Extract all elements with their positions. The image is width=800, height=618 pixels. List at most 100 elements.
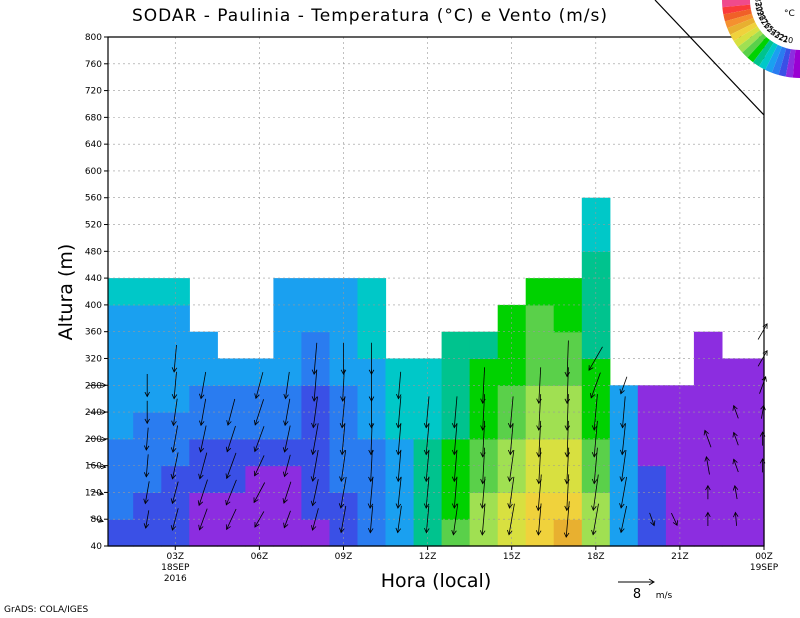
wind-arrow <box>732 431 739 446</box>
wind-arrow <box>536 367 542 405</box>
temperature-cell <box>189 438 218 467</box>
wind-arrow <box>423 396 430 429</box>
wind-arrow <box>90 516 104 523</box>
temperature-cell <box>665 519 695 547</box>
temperature-cell <box>329 519 359 547</box>
wind-arrow <box>591 503 599 536</box>
temperature-cell <box>189 492 218 520</box>
wind-arrow <box>171 398 178 427</box>
wind-arrow <box>368 342 375 376</box>
temperature-cell <box>329 278 359 306</box>
temperature-cell <box>413 358 443 386</box>
temperature-cell <box>693 385 723 413</box>
y-tick-label: 160 <box>85 462 102 472</box>
x-tick-date: 18SEP <box>161 563 190 573</box>
colorbar-label: 21 <box>777 33 789 44</box>
wind-arrow <box>507 476 515 509</box>
temperature-cell <box>750 519 765 547</box>
temperature-cell <box>665 438 695 467</box>
wind-arrow <box>283 398 291 427</box>
wind-arrow <box>282 481 292 504</box>
wind-arrow <box>367 505 374 534</box>
wind-arrow <box>253 399 264 426</box>
wind-arrow <box>704 455 710 475</box>
temperature-cell <box>161 492 190 520</box>
temperature-cell <box>721 385 751 413</box>
temperature-cell <box>581 331 611 360</box>
temperature-cell <box>581 304 611 333</box>
wind-arrow <box>451 396 458 429</box>
y-tick-label: 40 <box>91 542 103 552</box>
wind-arrow <box>733 511 739 526</box>
temperature-cell <box>750 358 765 386</box>
temperature-cell <box>497 304 527 333</box>
temperature-cell <box>245 385 274 413</box>
temperature-cell <box>161 304 190 333</box>
temperature-cell <box>721 412 751 440</box>
temperature-cell <box>609 465 639 493</box>
temperature-cell <box>497 358 527 386</box>
colorbar-segment <box>727 18 756 35</box>
wind-arrow <box>339 423 346 456</box>
temperature-cell <box>637 492 667 520</box>
temperature-cell <box>108 519 134 547</box>
wind-arrow <box>564 394 571 431</box>
temperature-cell <box>441 331 471 360</box>
wind-arrow <box>338 476 347 509</box>
temperature-cell <box>581 278 611 306</box>
colorbar-label: 28 <box>755 9 768 22</box>
wind-arrow <box>340 342 347 376</box>
wind-arrow <box>199 398 207 427</box>
wind-arrow <box>590 372 601 399</box>
wind-arrow <box>591 394 598 431</box>
wind-arrow <box>254 372 264 400</box>
colorbar-label: 30 <box>753 0 764 12</box>
y-tick-label: 80 <box>91 515 103 525</box>
wind-arrow <box>170 508 179 531</box>
temperature-cell <box>357 304 387 333</box>
wind-arrow <box>253 455 265 477</box>
x-tick-date: 19SEP <box>750 563 779 573</box>
temperature-cell <box>217 412 246 440</box>
wind-arrow <box>507 503 515 536</box>
temperature-cell <box>665 465 695 493</box>
temperature-cell <box>217 492 246 520</box>
wind-arrow <box>170 425 178 453</box>
wind-arrow <box>451 476 458 509</box>
y-tick-label: 640 <box>85 140 102 150</box>
wind-arrow <box>396 371 402 400</box>
wind-arrow <box>198 452 208 480</box>
colorbar-segment <box>758 42 778 70</box>
wind-arrow <box>591 420 598 458</box>
wind-arrow <box>619 423 626 456</box>
temperature-cell <box>721 358 751 386</box>
wind-arrow <box>451 449 458 483</box>
wind-arrow <box>564 340 571 378</box>
x-tick-label: 00Z <box>755 552 773 562</box>
temperature-cell <box>245 492 274 520</box>
temperature-cell <box>581 251 611 279</box>
wind-arrow <box>451 423 458 456</box>
wind-arrow <box>507 423 514 456</box>
wind-arrow <box>144 374 150 398</box>
y-tick-label: 800 <box>85 33 102 43</box>
temperature-cell <box>525 331 555 360</box>
temperature-cell <box>637 412 667 440</box>
temperature-cell <box>301 304 330 333</box>
colorbar-segment <box>752 39 774 67</box>
wind-arrow <box>143 454 150 478</box>
temperature-cell <box>637 385 667 413</box>
wind-arrow <box>170 452 179 480</box>
temperature-cell <box>189 385 218 413</box>
wind-arrow <box>143 481 150 505</box>
chart-title: SODAR - Paulinia - Temperatura (°C) e Ve… <box>132 6 608 26</box>
wind-arrow <box>171 344 178 373</box>
temperature-cell <box>189 331 218 360</box>
wind-arrow <box>198 425 207 453</box>
wind-arrow <box>310 450 319 482</box>
y-axis: 40 80 120 160 200 240 280 320 360 400 440 480 520 560… <box>85 33 108 552</box>
temperature-cell <box>189 465 218 493</box>
colorbar-segment <box>737 30 764 53</box>
temperature-cell <box>301 492 330 520</box>
